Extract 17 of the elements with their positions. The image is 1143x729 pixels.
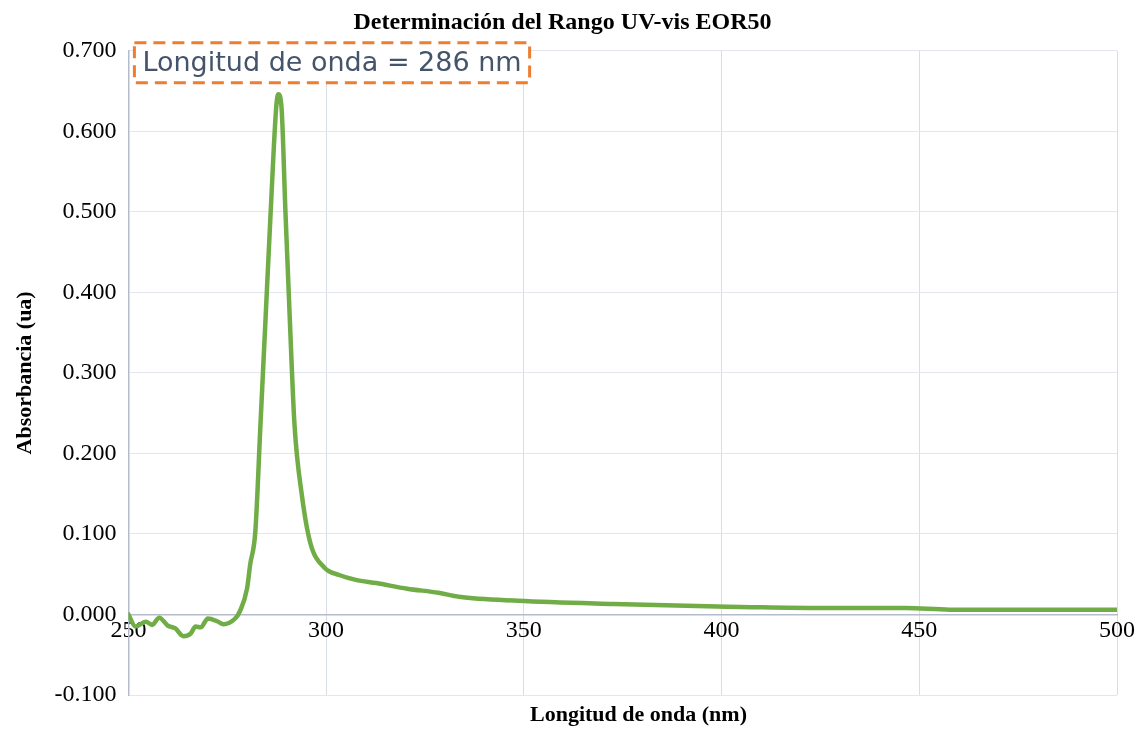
y-tick-label: 0.200: [62, 438, 117, 465]
chart-title: Determinación del Rango UV-vis EOR50: [353, 7, 772, 34]
x-tick-label: 400: [703, 616, 740, 643]
x-tick-label: 300: [308, 616, 345, 643]
annotation: Longitud de onda = 286 nm: [142, 45, 522, 77]
x-axis-title: Longitud de onda (nm): [529, 701, 748, 727]
y-tick-label: 0.500: [62, 197, 117, 224]
y-tick-label: -0.100: [54, 680, 117, 707]
x-tick-label: 450: [901, 616, 938, 643]
y-tick-label: 0.100: [62, 519, 117, 546]
y-tick-label: 0.400: [62, 277, 117, 304]
x-tick-label: 350: [505, 616, 542, 643]
y-tick-label: 0.600: [62, 116, 117, 143]
x-tick-label: 500: [1099, 616, 1135, 643]
y-tick-label: 0.300: [62, 358, 117, 385]
y-axis-title: Absorbancia (ua): [10, 291, 36, 455]
y-tick-label: 0.700: [62, 36, 117, 63]
